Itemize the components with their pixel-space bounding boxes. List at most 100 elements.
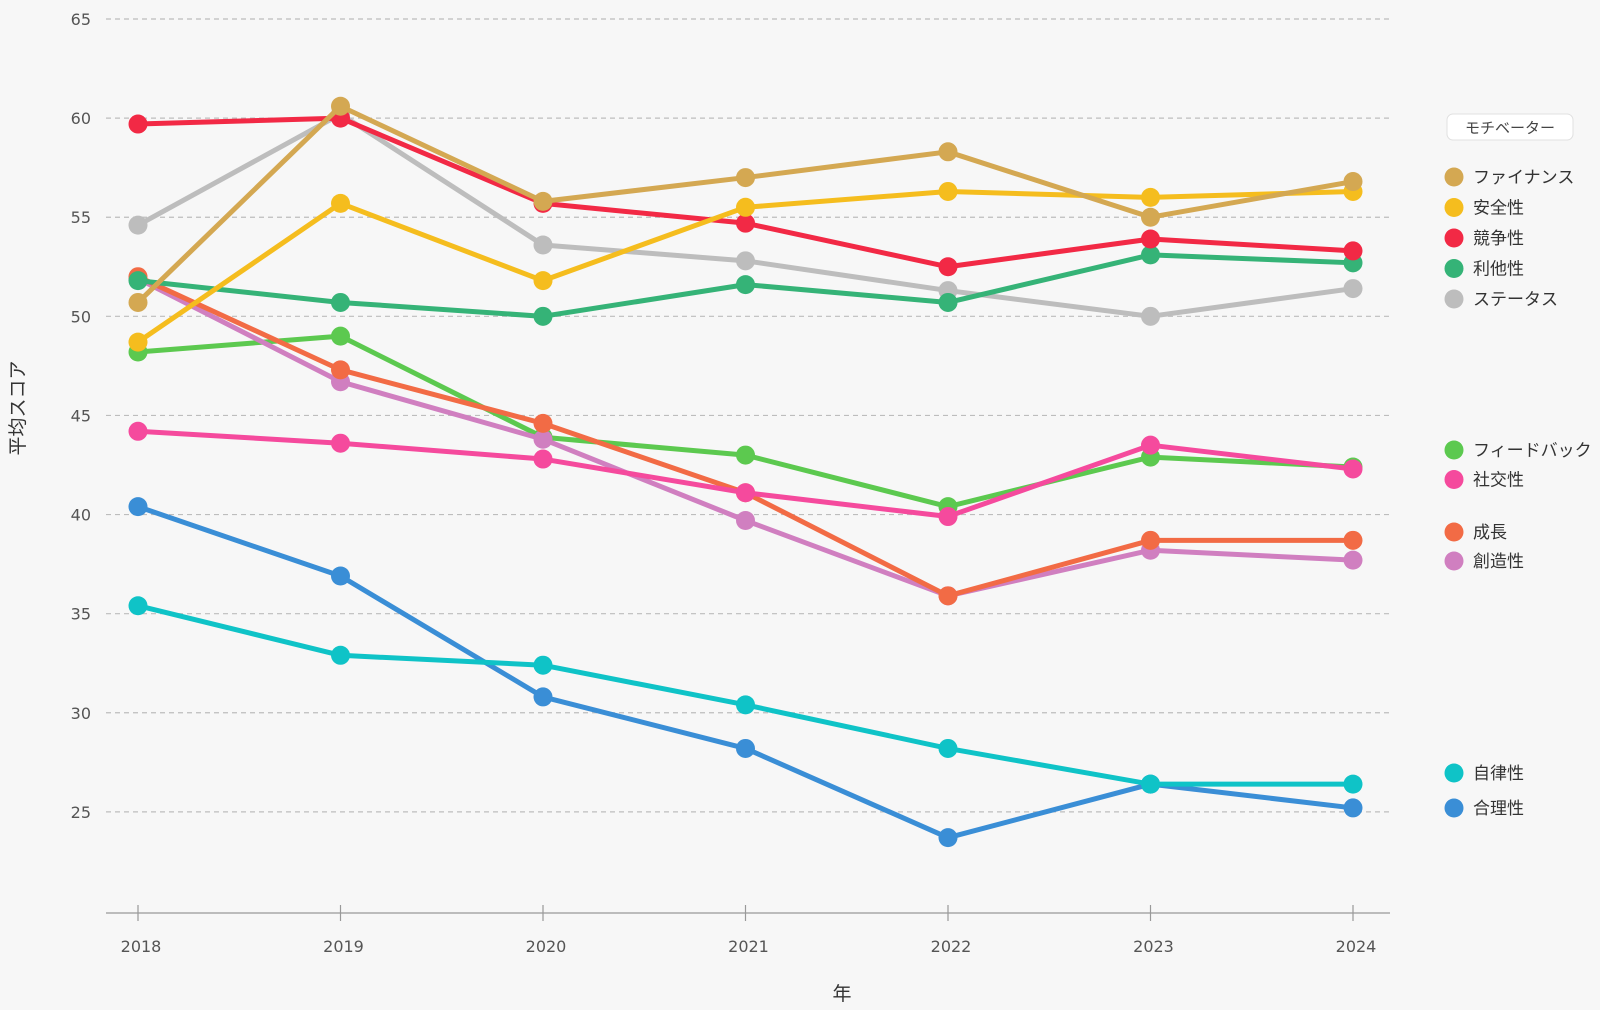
x-tick-label: 2022 bbox=[931, 937, 972, 956]
legend-item: 利他性 bbox=[1444, 259, 1524, 280]
data-point bbox=[736, 251, 755, 271]
legend-item: ステータス bbox=[1444, 289, 1558, 310]
data-point bbox=[736, 275, 755, 295]
data-point bbox=[1343, 530, 1363, 550]
data-point bbox=[736, 168, 755, 188]
data-point bbox=[938, 738, 958, 758]
data-point bbox=[736, 511, 755, 531]
data-point bbox=[533, 687, 553, 707]
data-point bbox=[331, 193, 350, 213]
data-point bbox=[736, 213, 755, 233]
data-point bbox=[938, 257, 958, 277]
series-社交性 bbox=[128, 421, 1363, 527]
data-point bbox=[533, 429, 553, 449]
data-point bbox=[1343, 279, 1363, 299]
data-point bbox=[1141, 187, 1160, 207]
legend-item: 創造性 bbox=[1444, 551, 1524, 572]
data-point bbox=[533, 655, 553, 675]
series-自律性 bbox=[128, 596, 1363, 794]
y-tick-label: 30 bbox=[71, 704, 91, 723]
legend-label: フィードバック bbox=[1473, 441, 1592, 461]
legend-marker bbox=[1444, 470, 1464, 489]
data-point bbox=[533, 191, 553, 211]
legend-item: 成長 bbox=[1444, 522, 1507, 543]
series-lines bbox=[128, 96, 1363, 848]
data-point bbox=[736, 445, 755, 465]
data-point bbox=[533, 413, 553, 433]
legend-item: 合理性 bbox=[1444, 798, 1524, 819]
data-point bbox=[736, 738, 755, 758]
y-tick-label: 40 bbox=[71, 506, 91, 525]
y-tick-label: 45 bbox=[71, 406, 91, 425]
data-point bbox=[533, 306, 553, 326]
data-point bbox=[331, 566, 350, 586]
y-tick-label: 50 bbox=[71, 307, 91, 326]
series-成長 bbox=[128, 267, 1363, 606]
data-point bbox=[128, 332, 148, 352]
legend-marker bbox=[1444, 763, 1464, 783]
data-point bbox=[533, 271, 553, 291]
data-point bbox=[1141, 435, 1160, 455]
legend-marker bbox=[1444, 522, 1464, 542]
data-point bbox=[938, 142, 958, 162]
data-point bbox=[128, 421, 148, 441]
data-point bbox=[1141, 306, 1160, 326]
data-point bbox=[128, 292, 148, 312]
data-point bbox=[1343, 172, 1363, 192]
legend-marker bbox=[1444, 259, 1464, 278]
legend-label: 成長 bbox=[1473, 523, 1507, 543]
data-point bbox=[1343, 459, 1363, 479]
legend-marker bbox=[1444, 289, 1464, 309]
x-tick-label: 2021 bbox=[728, 937, 769, 956]
series-line bbox=[135, 504, 1356, 841]
legend-item: フィードバック bbox=[1444, 440, 1592, 461]
legend-title-box bbox=[1446, 113, 1574, 141]
series-創造性 bbox=[128, 269, 1363, 606]
legend-title: モチベーター bbox=[1465, 119, 1555, 137]
legend-marker bbox=[1444, 440, 1464, 460]
data-point bbox=[1141, 245, 1160, 265]
legend-label: 自律性 bbox=[1473, 764, 1524, 784]
data-point bbox=[331, 292, 350, 312]
series-line bbox=[135, 428, 1356, 520]
legend-label: ファイナンス bbox=[1473, 168, 1574, 188]
data-point bbox=[938, 828, 958, 848]
data-point bbox=[736, 695, 755, 715]
legend-label: 創造性 bbox=[1473, 552, 1524, 572]
data-point bbox=[938, 181, 958, 201]
x-tick-label: 2024 bbox=[1336, 937, 1377, 956]
series-line bbox=[135, 274, 1356, 599]
data-point bbox=[128, 596, 148, 616]
data-point bbox=[128, 497, 148, 517]
legend-item: 社交性 bbox=[1444, 470, 1524, 491]
legend-label: 利他性 bbox=[1473, 260, 1524, 280]
data-point bbox=[1343, 774, 1363, 794]
data-point bbox=[331, 326, 350, 346]
series-安全性 bbox=[128, 181, 1363, 352]
y-axis-ticks: 25 30 35 40 45 50 55 60 65 bbox=[71, 10, 91, 822]
legend-item: ファイナンス bbox=[1444, 167, 1574, 188]
legend-label: 安全性 bbox=[1473, 199, 1524, 219]
data-point bbox=[128, 114, 148, 134]
legend-label: ステータス bbox=[1473, 290, 1558, 310]
y-axis-title: 平均スコア bbox=[7, 360, 29, 455]
data-point bbox=[1141, 207, 1160, 227]
x-axis-title: 年 bbox=[832, 983, 851, 1005]
y-tick-label: 55 bbox=[71, 208, 91, 227]
legend-marker bbox=[1444, 551, 1464, 571]
legend-item: 競争性 bbox=[1444, 228, 1524, 249]
x-tick-label: 2019 bbox=[323, 937, 364, 956]
data-point bbox=[1141, 774, 1160, 794]
data-point bbox=[938, 292, 958, 312]
data-point bbox=[938, 507, 958, 527]
data-point bbox=[1141, 530, 1160, 550]
series-line bbox=[135, 276, 1356, 599]
data-point bbox=[331, 645, 350, 665]
data-point bbox=[331, 360, 350, 380]
legend-label: 社交性 bbox=[1473, 471, 1524, 491]
data-point bbox=[128, 215, 148, 235]
data-point bbox=[736, 483, 755, 503]
series-line bbox=[135, 115, 1356, 270]
legend-label: 競争性 bbox=[1473, 229, 1524, 249]
